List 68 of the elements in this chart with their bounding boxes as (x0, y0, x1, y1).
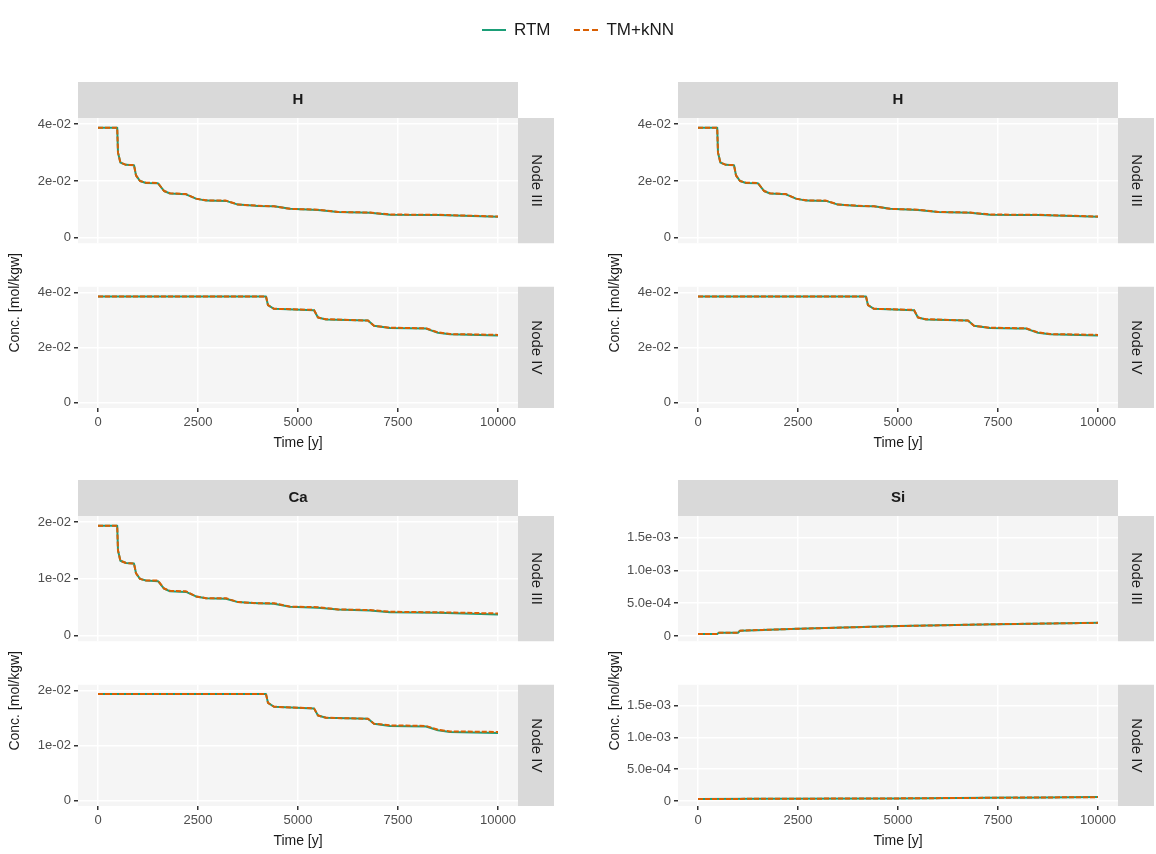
y-tick-label: 0 (63, 229, 71, 245)
legend-label: RTM (513, 20, 551, 40)
y-axis-title: Conc. [mol/kgw] (6, 253, 22, 353)
y-tick-label: 0 (63, 394, 71, 410)
x-tick-label: 2500 (783, 414, 813, 430)
x-tick-label: 2500 (183, 812, 213, 828)
y-tick-label: 1.5e-03 (626, 529, 671, 545)
y-tick-label: 1e-02 (37, 737, 71, 753)
x-axis-title: Time [y] (873, 832, 923, 849)
x-tick-label: 5000 (883, 414, 913, 430)
y-tick-label: 1.5e-03 (626, 697, 671, 713)
y-tick-label: 4e-02 (637, 284, 671, 300)
y-tick-label: 2e-02 (637, 172, 671, 188)
x-tick-label: 5000 (283, 812, 313, 828)
x-tick-label: 2500 (183, 414, 213, 430)
chart-title: Ca (288, 488, 309, 506)
x-tick-label: 10000 (1079, 812, 1117, 828)
x-tick-label: 5000 (883, 812, 913, 828)
x-tick-label: 7500 (983, 414, 1013, 430)
y-axis-title: Conc. [mol/kgw] (606, 253, 622, 353)
x-tick-label: 7500 (383, 414, 413, 430)
x-tick-label: 7500 (983, 812, 1013, 828)
text: Node III (1128, 552, 1146, 605)
y-tick-label: 1e-02 (37, 570, 71, 586)
y-tick-label: 0 (663, 627, 671, 643)
y-tick-label: 0 (663, 792, 671, 808)
y-tick-label: 0 (663, 394, 671, 410)
y-tick-label: 2e-02 (37, 339, 71, 355)
text: Node III (528, 552, 546, 605)
x-tick-label: 0 (94, 812, 102, 828)
chart-title: H (292, 90, 304, 108)
x-tick-label: 10000 (479, 812, 517, 828)
y-axis-title: Conc. [mol/kgw] (606, 651, 622, 751)
text: Node IV (1128, 320, 1146, 375)
x-tick-label: 10000 (479, 414, 517, 430)
y-tick-label: 5.0e-04 (626, 594, 671, 610)
x-tick-label: 10000 (1079, 414, 1117, 430)
y-tick-label: 4e-02 (637, 115, 671, 131)
y-tick-label: 2e-02 (37, 513, 71, 529)
text: Node IV (528, 320, 546, 375)
text: Node IV (528, 718, 546, 773)
y-tick-label: 2e-02 (637, 339, 671, 355)
y-tick-label: 5.0e-04 (626, 760, 671, 776)
y-tick-label: 4e-02 (37, 115, 71, 131)
x-tick-label: 0 (694, 812, 702, 828)
y-tick-label: 0 (63, 627, 71, 643)
y-tick-label: 2e-02 (37, 682, 71, 698)
y-axis-title: Conc. [mol/kgw] (6, 651, 22, 751)
y-tick-label: 0 (663, 229, 671, 245)
x-axis-title: Time [y] (873, 434, 923, 451)
text: Node IV (1128, 718, 1146, 773)
x-tick-label: 0 (694, 414, 702, 430)
y-tick-label: 0 (63, 792, 71, 808)
chart-title: Si (890, 488, 906, 506)
x-tick-label: 0 (94, 414, 102, 430)
y-tick-label: 1.0e-03 (626, 561, 671, 577)
y-tick-label: 1.0e-03 (626, 729, 671, 745)
x-tick-label: 7500 (383, 812, 413, 828)
legend-label: TM+kNN (606, 20, 675, 40)
x-tick-label: 2500 (783, 812, 813, 828)
x-axis-title: Time [y] (273, 434, 323, 451)
text: Node III (528, 154, 546, 207)
x-axis-title: Time [y] (273, 832, 323, 849)
text: Node III (1128, 154, 1146, 207)
x-tick-label: 5000 (283, 414, 313, 430)
y-tick-label: 2e-02 (37, 172, 71, 188)
chart-title: H (892, 90, 904, 108)
y-tick-label: 4e-02 (37, 284, 71, 300)
